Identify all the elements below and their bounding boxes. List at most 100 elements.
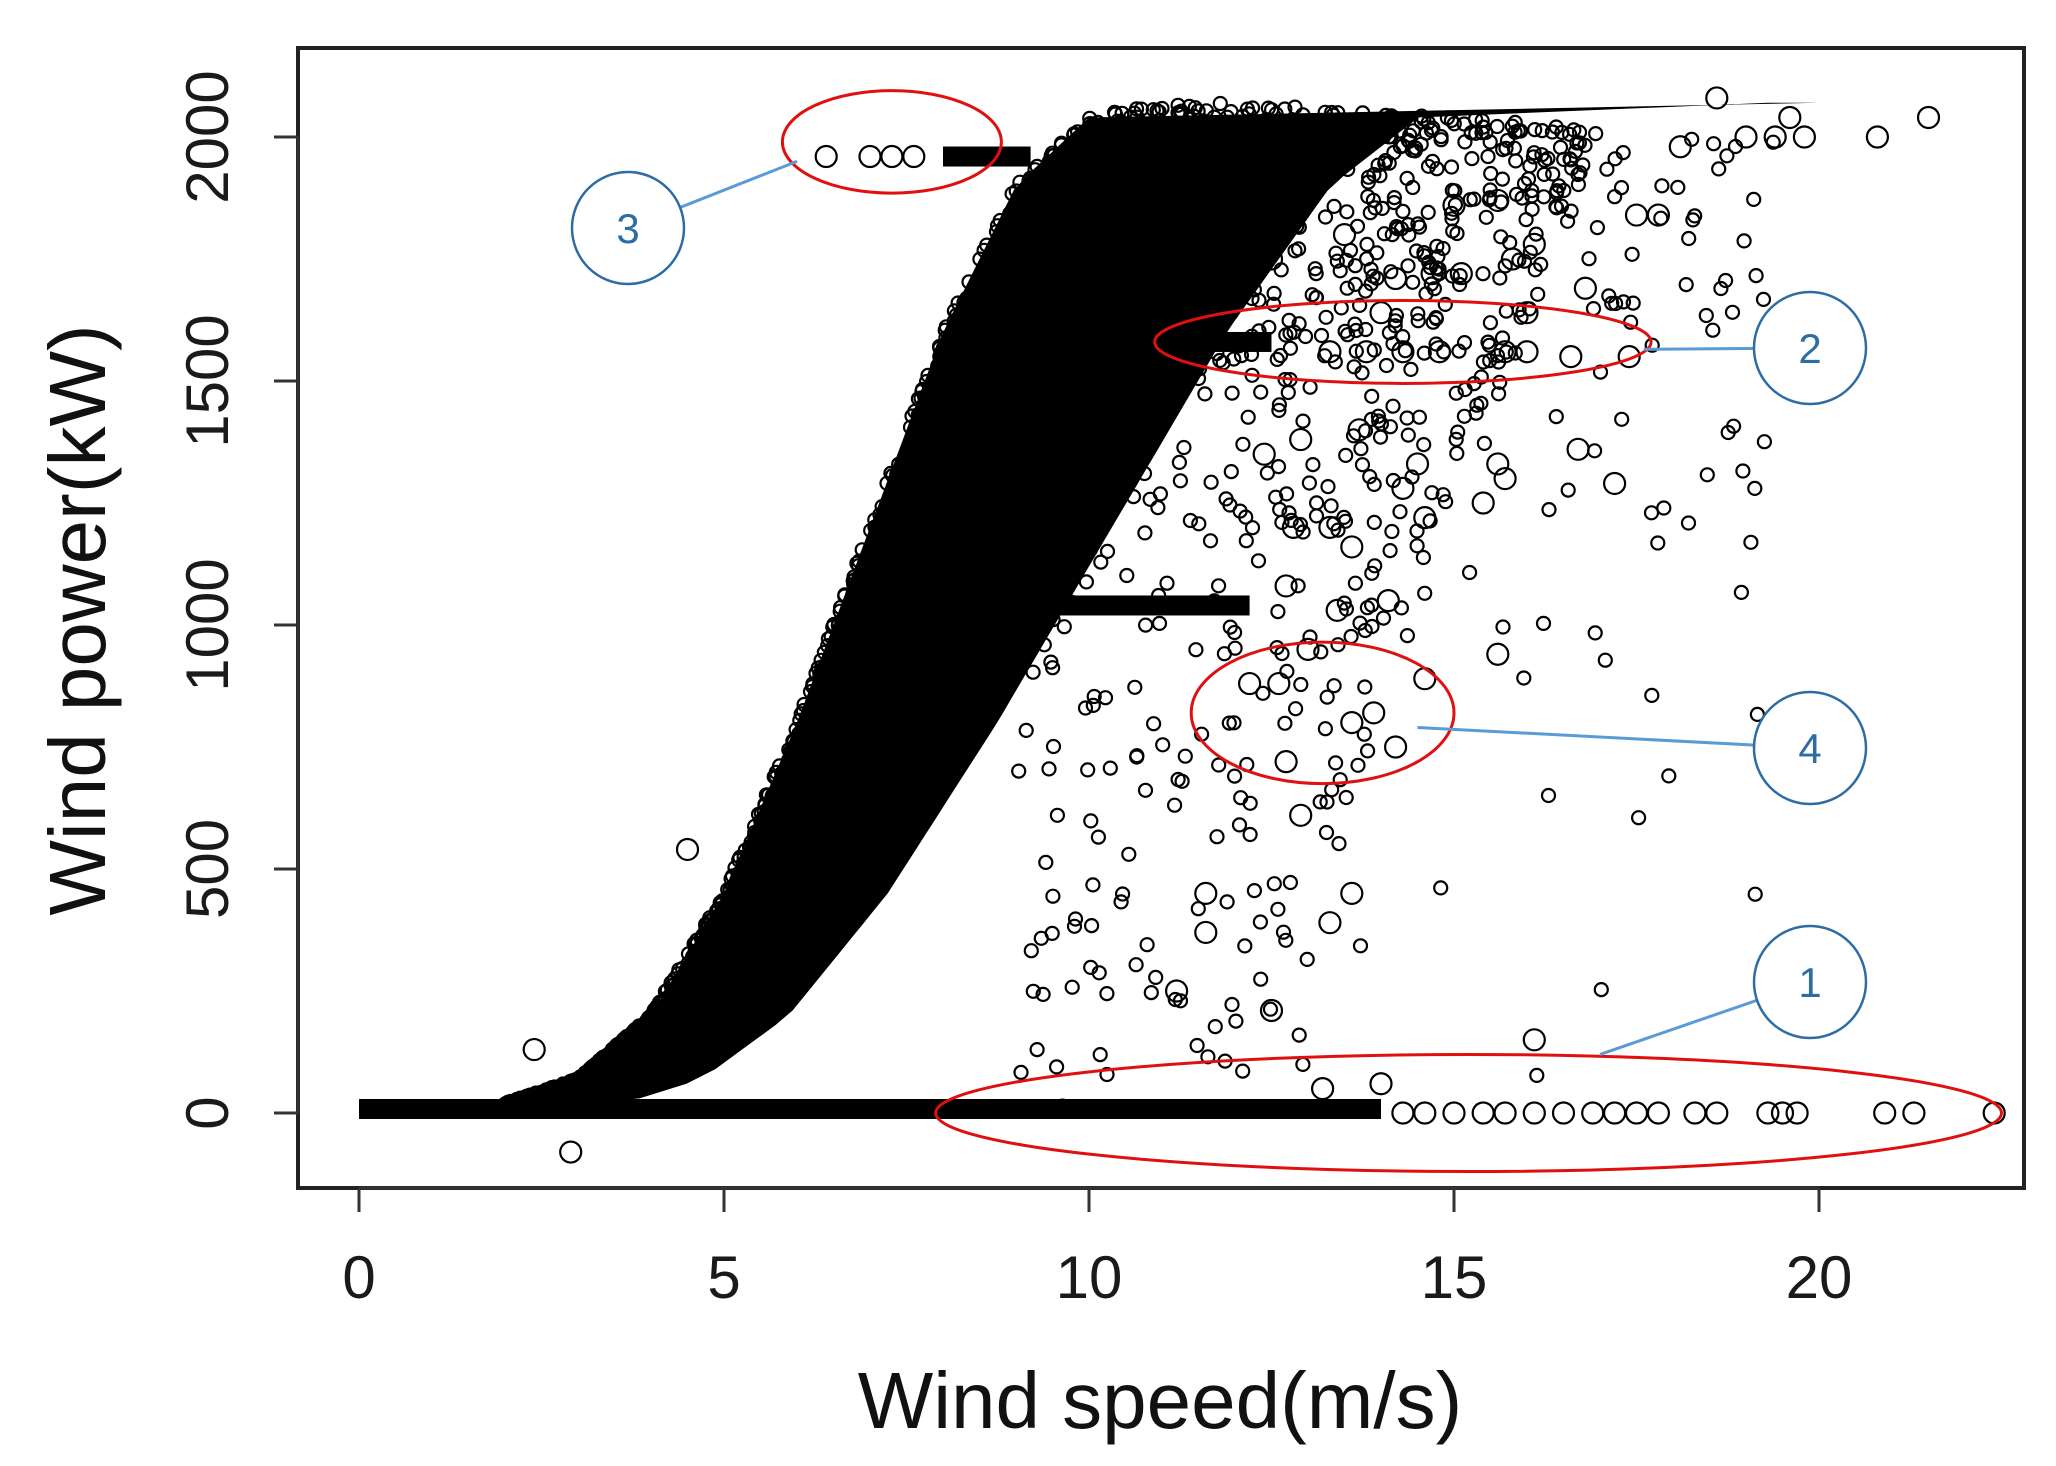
- scatter-point: [907, 568, 924, 585]
- callout-badge-3: [570, 170, 686, 286]
- scatter-point: [724, 868, 741, 884]
- scatter-point: [1260, 227, 1277, 244]
- scatter-point: [1053, 135, 1070, 151]
- scatter-point: [1090, 829, 1107, 845]
- scatter-point: [847, 740, 863, 756]
- scatter-point: [1163, 271, 1180, 287]
- scatter-point: [1133, 197, 1149, 213]
- scatter-point: [1497, 258, 1513, 274]
- scatter-point: [1122, 199, 1138, 215]
- scatter-point: [1493, 229, 1509, 245]
- callout-badge-2: [1752, 290, 1868, 406]
- scatter-point: [1400, 427, 1416, 443]
- scatter-point: [1106, 210, 1123, 226]
- scatter-point: [1278, 932, 1294, 948]
- scatter-point: [808, 772, 824, 788]
- scatter-point: [1015, 550, 1031, 567]
- scatter-point: [1075, 188, 1091, 204]
- scatter-point: [867, 512, 883, 528]
- scatter-point: [936, 593, 952, 609]
- scatter-point: [1328, 148, 1344, 164]
- scatter-point: [1367, 200, 1383, 216]
- scatter-point: [1416, 437, 1432, 453]
- scatter-point: [1102, 132, 1118, 148]
- scatter-point: [1227, 155, 1243, 172]
- scatter-point: [951, 401, 967, 417]
- scatter-point: [1242, 165, 1258, 181]
- scatter-point: [1200, 1049, 1216, 1065]
- scatter-point: [1478, 209, 1494, 225]
- scatter-point: [898, 457, 915, 473]
- scatter-point: [604, 1063, 620, 1079]
- scatter-point: [1339, 280, 1355, 296]
- scatter-point: [538, 1086, 554, 1102]
- scatter-point: [1096, 401, 1113, 417]
- scatter-point: [889, 668, 906, 684]
- scatter-point: [1151, 615, 1168, 632]
- scatter-point: [754, 866, 770, 882]
- scatter-point: [1469, 397, 1485, 413]
- scatter-point: [1177, 748, 1193, 764]
- scatter-point: [1237, 938, 1253, 954]
- scatter-point: [1218, 491, 1234, 507]
- scatter-point: [1082, 110, 1098, 126]
- scatter-point: [1289, 803, 1313, 827]
- scatter-point: [1282, 340, 1299, 356]
- scatter-point: [1482, 315, 1499, 331]
- scatter-point: [1747, 886, 1763, 902]
- scatter-point: [1437, 296, 1453, 312]
- scatter-point: [1748, 268, 1764, 284]
- scatter-point: [941, 542, 957, 559]
- scatter-point: [1100, 299, 1117, 316]
- scatter-point: [918, 406, 934, 422]
- scatter-point: [774, 839, 790, 855]
- scatter-point: [955, 501, 971, 517]
- scatter-point: [1094, 477, 1110, 493]
- scatter-point: [1366, 476, 1382, 492]
- scatter-point: [921, 550, 938, 567]
- scatter-point: [1207, 243, 1223, 259]
- scatter-point: [937, 587, 953, 603]
- scatter-point: [651, 1033, 667, 1049]
- scatter-point: [1203, 474, 1219, 490]
- scatter-point: [1366, 514, 1382, 531]
- scatter-point: [1274, 574, 1298, 598]
- scatter-point: [1348, 343, 1364, 359]
- scatter-point: [1033, 295, 1049, 311]
- scatter-point: [1401, 227, 1417, 243]
- scatter-point: [1056, 619, 1072, 635]
- scatter-point: [936, 446, 952, 462]
- scatter-point: [1654, 178, 1670, 194]
- scatter-point: [1099, 420, 1116, 437]
- scatter-point: [1267, 671, 1291, 696]
- scatter-point: [879, 475, 895, 491]
- scatter-point: [872, 558, 888, 574]
- scatter-point: [1374, 200, 1390, 216]
- scatter-point: [1192, 138, 1208, 154]
- scatter-point: [1337, 323, 1353, 339]
- scatter-point: [1417, 585, 1433, 601]
- scatter-point: [1049, 267, 1066, 283]
- scatter-point: [1492, 270, 1508, 286]
- scatter-point: [1150, 587, 1167, 604]
- scatter-point: [1512, 123, 1529, 139]
- scatter-point: [1486, 642, 1510, 666]
- scatter-point: [1010, 247, 1026, 263]
- scatter-point: [877, 580, 894, 597]
- scatter-point: [1437, 494, 1454, 510]
- scatter-point: [1413, 108, 1430, 124]
- scatter-point: [1559, 345, 1583, 369]
- scatter-point: [1350, 757, 1366, 773]
- scatter-point: [1169, 144, 1186, 160]
- scatter-point: [1544, 124, 1561, 140]
- scatter-point: [1097, 690, 1114, 706]
- scatter-point: [1000, 371, 1016, 387]
- scatter-point: [1347, 575, 1364, 591]
- scatter-point: [1504, 118, 1521, 134]
- scatter-point: [1259, 465, 1276, 481]
- scatter-point: [559, 1140, 583, 1164]
- scatter-point: [1011, 763, 1027, 779]
- scatter-point: [1231, 817, 1248, 833]
- scatter-point: [1360, 124, 1376, 140]
- scatter-point: [988, 224, 1005, 240]
